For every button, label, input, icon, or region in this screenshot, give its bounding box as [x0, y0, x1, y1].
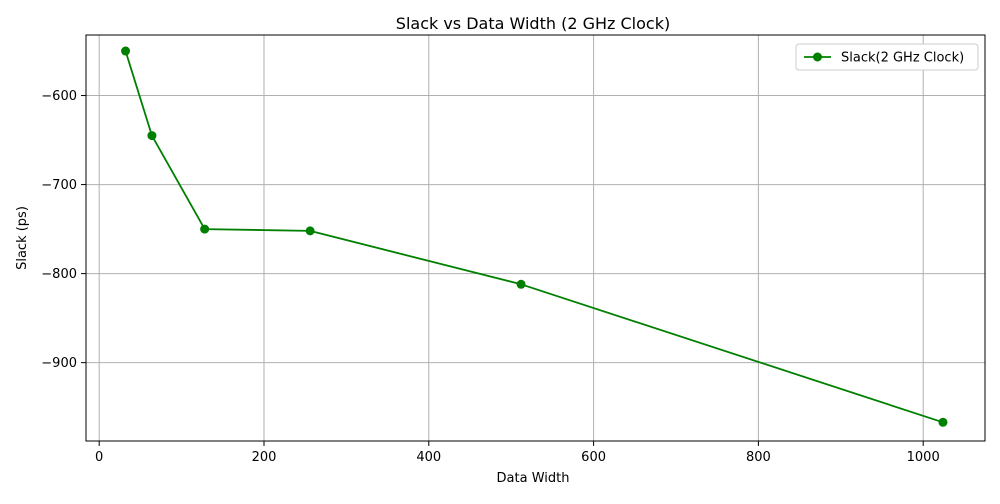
- data-point: [516, 279, 526, 289]
- x-tick-label: 200: [252, 450, 277, 465]
- series-lines: [124, 50, 944, 424]
- y-tick-label: −700: [41, 178, 77, 193]
- x-axis-label: Data Width: [497, 471, 570, 486]
- chart-title: Slack vs Data Width (2 GHz Clock): [396, 14, 670, 33]
- data-point: [147, 131, 157, 141]
- grid-lines: [86, 35, 985, 441]
- legend-marker-sample: [813, 52, 822, 62]
- data-point: [121, 46, 131, 56]
- legend-label: Slack(2 GHz Clock): [841, 51, 964, 66]
- y-tick-label: −600: [41, 89, 77, 104]
- axis-ticks: 0 200 400 600 800 1000 −600 −700 −800 −900: [41, 89, 939, 465]
- legend: Slack(2 GHz Clock): [795, 43, 979, 71]
- y-tick-label: −800: [41, 267, 77, 282]
- data-point: [200, 224, 210, 234]
- data-points: [121, 46, 948, 427]
- x-tick-label: 0: [95, 450, 103, 465]
- series-line: [124, 50, 944, 424]
- x-tick-label: 400: [416, 450, 441, 465]
- x-tick-label: 1000: [907, 450, 940, 465]
- x-tick-label: 800: [746, 450, 771, 465]
- data-point: [938, 417, 948, 427]
- legend-box: [795, 43, 979, 71]
- data-point: [305, 226, 315, 236]
- y-axis-label: Slack (ps): [15, 206, 30, 270]
- plot-frame: [85, 34, 986, 442]
- x-tick-label: 600: [581, 450, 606, 465]
- y-tick-label: −900: [41, 356, 77, 371]
